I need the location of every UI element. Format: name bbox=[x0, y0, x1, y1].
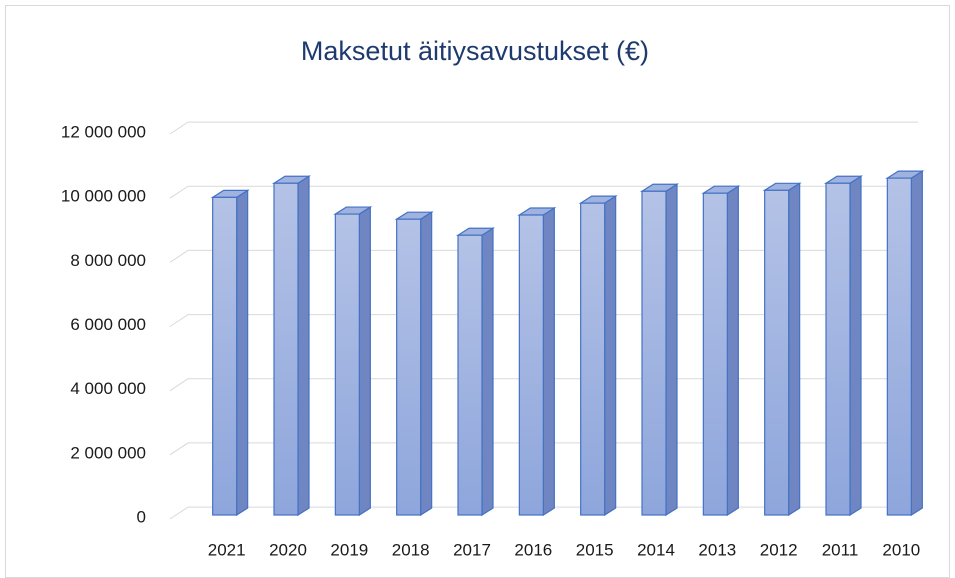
x-tick-label: 2017 bbox=[453, 540, 491, 559]
y-tick-label: 12 000 000 bbox=[61, 122, 146, 141]
bar bbox=[641, 190, 667, 516]
bar bbox=[273, 182, 299, 516]
bar bbox=[334, 213, 360, 516]
bar-side bbox=[420, 211, 433, 517]
x-tick-label: 2013 bbox=[698, 540, 736, 559]
bar-side bbox=[358, 205, 371, 517]
bar-side bbox=[726, 185, 739, 517]
bar bbox=[457, 234, 483, 516]
x-tick-label: 2016 bbox=[514, 540, 552, 559]
y-tick-label: 10 000 000 bbox=[61, 187, 146, 206]
bar bbox=[396, 218, 422, 516]
bar bbox=[702, 192, 728, 516]
grid-line bbox=[169, 121, 918, 135]
bar-side bbox=[788, 182, 801, 517]
x-tick-label: 2012 bbox=[760, 540, 798, 559]
y-tick-label: 0 bbox=[137, 507, 146, 526]
bar bbox=[580, 202, 606, 516]
bar bbox=[764, 189, 790, 516]
x-tick-label: 2014 bbox=[637, 540, 675, 559]
bar-side bbox=[481, 227, 494, 517]
y-tick-label: 4 000 000 bbox=[70, 379, 146, 398]
bar-side bbox=[910, 170, 923, 517]
bar bbox=[518, 214, 544, 516]
bar bbox=[886, 177, 912, 516]
bar-side bbox=[665, 183, 678, 517]
bar-side bbox=[236, 189, 249, 517]
bar-side bbox=[297, 175, 310, 517]
y-tick-label: 8 000 000 bbox=[70, 251, 146, 270]
bar-side bbox=[849, 175, 862, 517]
bar-side bbox=[604, 195, 617, 517]
chart-title: Maksetut äitiysavustukset (€) bbox=[301, 36, 649, 66]
x-tick-label: 2021 bbox=[208, 540, 246, 559]
x-tick-label: 2018 bbox=[392, 540, 430, 559]
bar bbox=[825, 182, 851, 516]
bar-side bbox=[542, 206, 555, 517]
y-tick-label: 2 000 000 bbox=[70, 443, 146, 462]
x-tick-label: 2019 bbox=[330, 540, 368, 559]
x-tick-label: 2011 bbox=[822, 540, 859, 559]
bar bbox=[212, 196, 238, 516]
y-tick-label: 6 000 000 bbox=[70, 315, 146, 334]
x-tick-label: 2020 bbox=[269, 540, 307, 559]
x-tick-label: 2010 bbox=[882, 540, 920, 559]
x-tick-label: 2015 bbox=[576, 540, 614, 559]
